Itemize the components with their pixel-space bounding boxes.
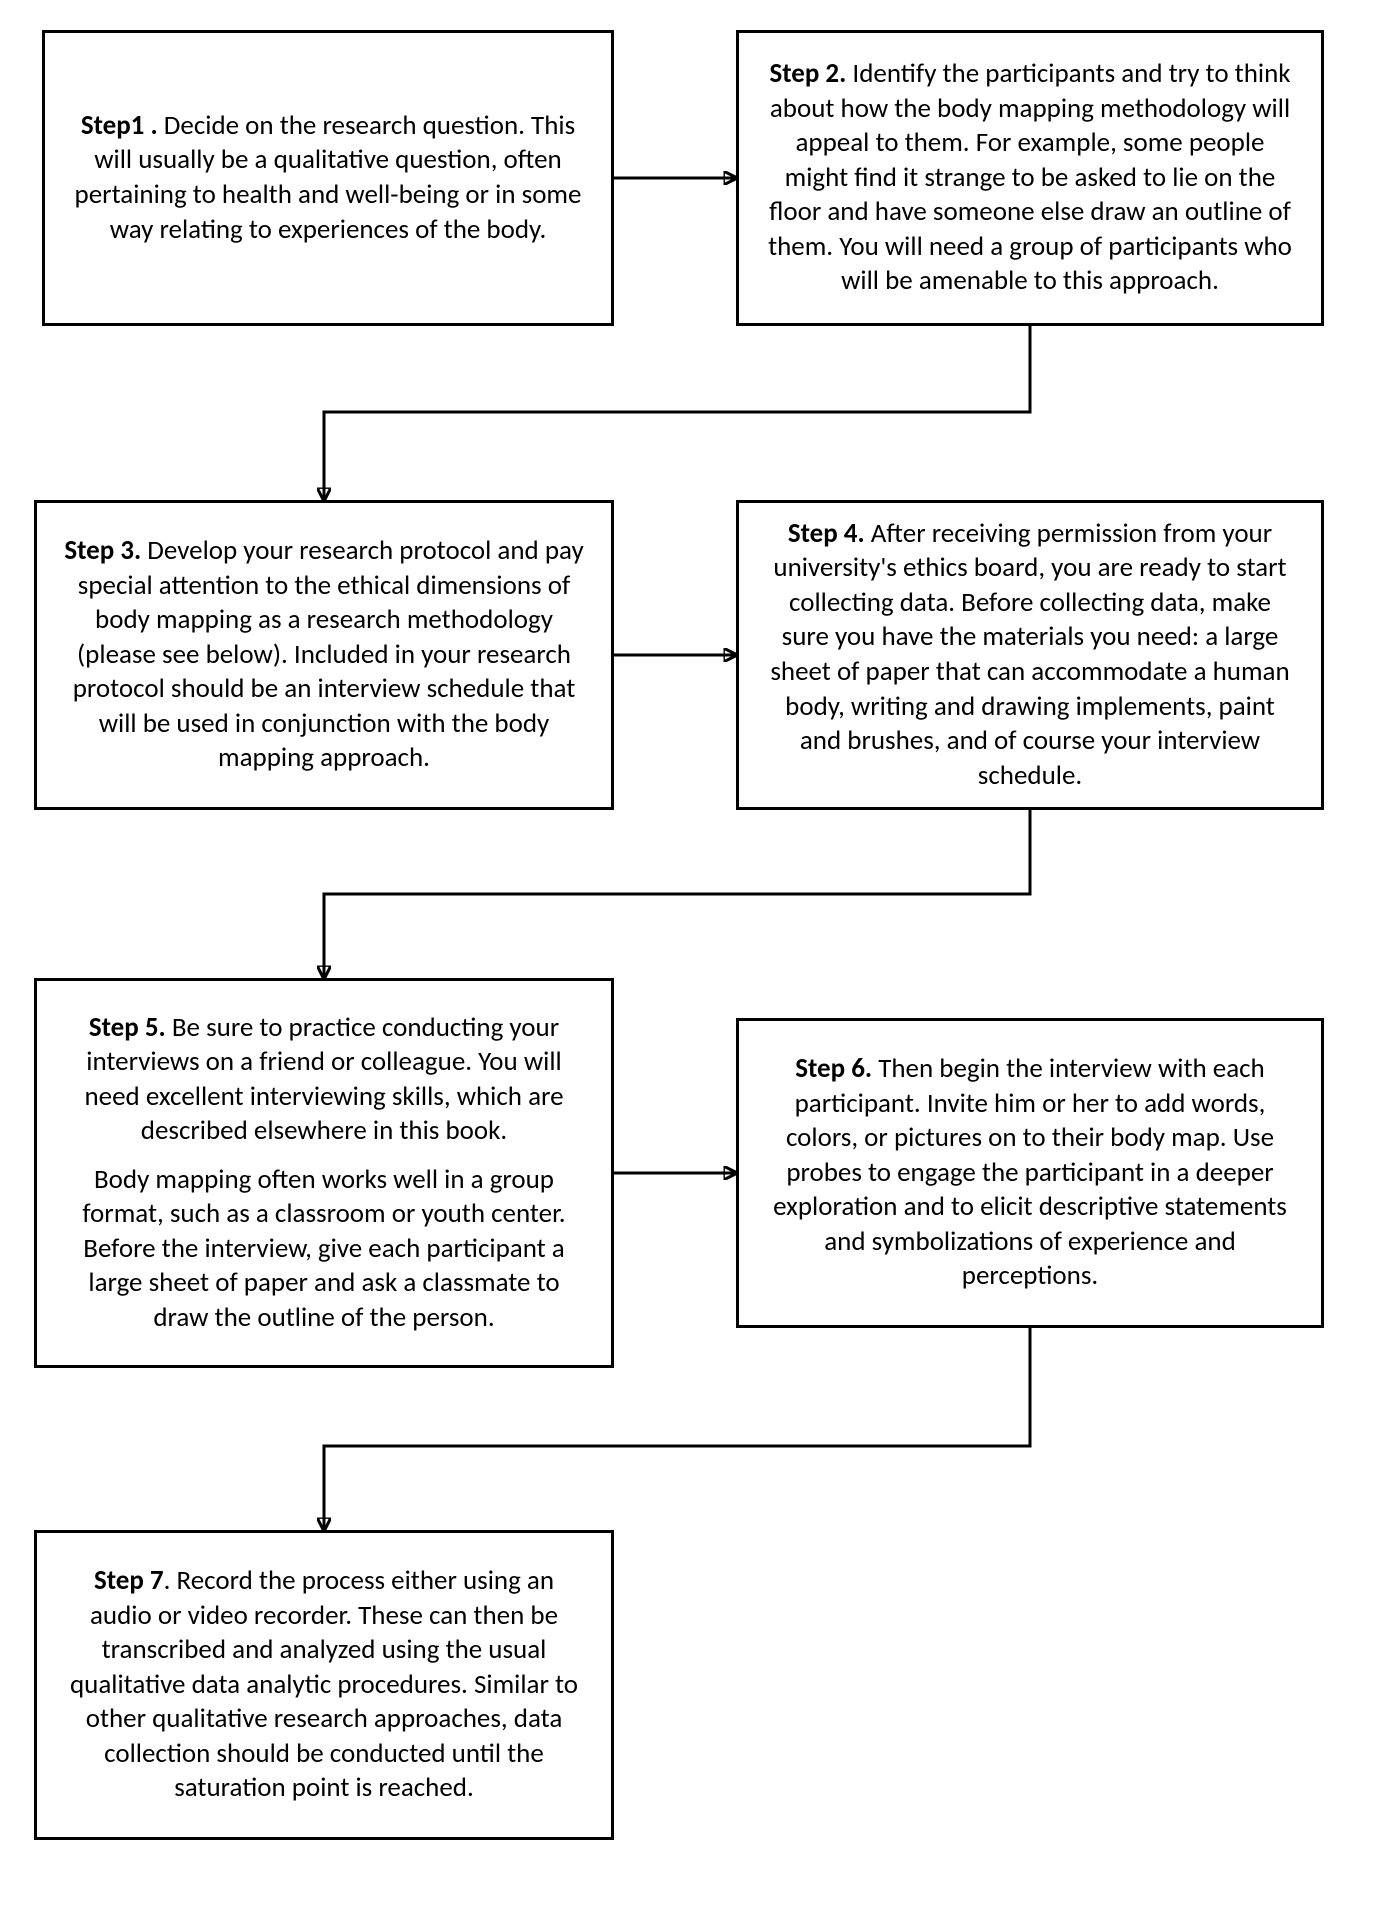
- flowchart-canvas: Step1 . Decide on the research question.…: [0, 0, 1384, 1925]
- node-text: Step 5. Be sure to practice conducting y…: [37, 993, 611, 1354]
- node-text: Step 2. Identify the participants and tr…: [739, 39, 1321, 317]
- node-text: Step 7. Record the process either using …: [37, 1546, 611, 1824]
- flowchart-node-step3: Step 3. Develop your research protocol a…: [34, 500, 614, 810]
- flowchart-node-step1: Step1 . Decide on the research question.…: [42, 30, 614, 326]
- flowchart-node-step5: Step 5. Be sure to practice conducting y…: [34, 978, 614, 1368]
- node-text: Step 4. After receiving permission from …: [739, 499, 1321, 811]
- flowchart-node-step2: Step 2. Identify the participants and tr…: [736, 30, 1324, 326]
- node-text: Step 3. Develop your research protocol a…: [37, 516, 611, 794]
- flowchart-node-step7: Step 7. Record the process either using …: [34, 1530, 614, 1840]
- node-text: Step1 . Decide on the research question.…: [45, 91, 611, 265]
- node-text: Step 6. Then begin the interview with ea…: [739, 1034, 1321, 1312]
- flowchart-node-step6: Step 6. Then begin the interview with ea…: [736, 1018, 1324, 1328]
- flowchart-node-step4: Step 4. After receiving permission from …: [736, 500, 1324, 810]
